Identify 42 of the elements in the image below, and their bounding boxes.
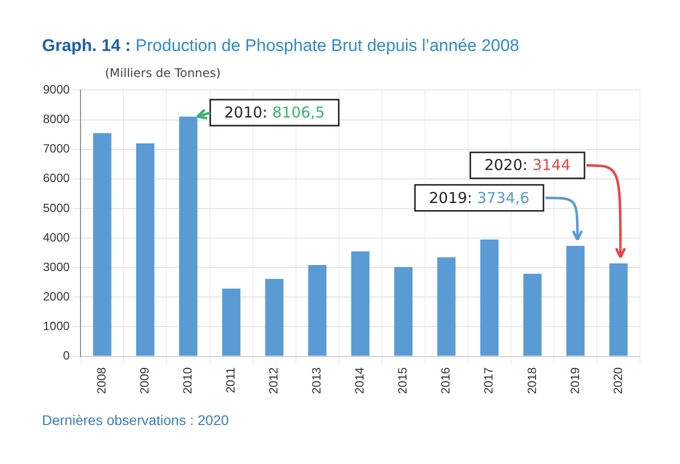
x-tick-label: 2015 bbox=[396, 366, 410, 394]
x-tick-label: 2008 bbox=[94, 366, 109, 394]
x-tick-label: 2009 bbox=[138, 366, 152, 394]
y-tick-label: 9000 bbox=[42, 82, 70, 97]
y-axis-title: (Milliers de Tonnes) bbox=[105, 66, 221, 80]
x-tick-label: 2011 bbox=[224, 366, 238, 394]
y-tick-label: 2000 bbox=[42, 289, 70, 304]
x-tick-label: 2010 bbox=[180, 366, 195, 394]
bar bbox=[179, 116, 198, 356]
bar bbox=[222, 288, 240, 356]
bar bbox=[437, 257, 456, 356]
y-tick-label: 1000 bbox=[42, 319, 70, 334]
y-tick-label: 6000 bbox=[42, 171, 70, 186]
bar bbox=[609, 263, 628, 356]
x-tick-label: 2017 bbox=[482, 366, 496, 394]
bar bbox=[136, 143, 154, 356]
annotation: 2010: 8106,5 bbox=[224, 104, 325, 122]
y-tick-label: 8000 bbox=[42, 112, 70, 126]
y-tick-label: 4000 bbox=[42, 230, 70, 244]
bar bbox=[351, 251, 370, 356]
x-tick-label: 2014 bbox=[352, 366, 367, 394]
x-tick-label: 2020 bbox=[610, 366, 625, 394]
y-tick-label: 3000 bbox=[42, 260, 70, 274]
bar bbox=[523, 274, 542, 356]
x-tick-label: 2012 bbox=[266, 366, 281, 394]
bar bbox=[265, 278, 284, 356]
annotation: 2020: 3144 bbox=[484, 156, 570, 174]
y-tick-label: 7000 bbox=[42, 142, 70, 156]
y-tick-label: 5000 bbox=[42, 200, 70, 215]
annotation: 2019: 3734,6 bbox=[428, 188, 530, 207]
x-tick-label: 2016 bbox=[438, 366, 453, 394]
text: Dernières observations : 2020 bbox=[42, 411, 229, 430]
bar bbox=[394, 267, 413, 356]
y-tick-label: 0 bbox=[63, 348, 70, 363]
bar bbox=[93, 133, 112, 356]
x-tick-label: 2013 bbox=[310, 366, 324, 394]
x-tick-label: 2018 bbox=[524, 366, 539, 394]
bar bbox=[566, 246, 585, 356]
bar bbox=[308, 264, 326, 356]
x-tick-label: 2019 bbox=[568, 366, 582, 394]
bar bbox=[480, 240, 499, 356]
chart-title: Graph. 14 : Production de Phosphate Brut depuis l’année 2008 bbox=[42, 36, 520, 56]
